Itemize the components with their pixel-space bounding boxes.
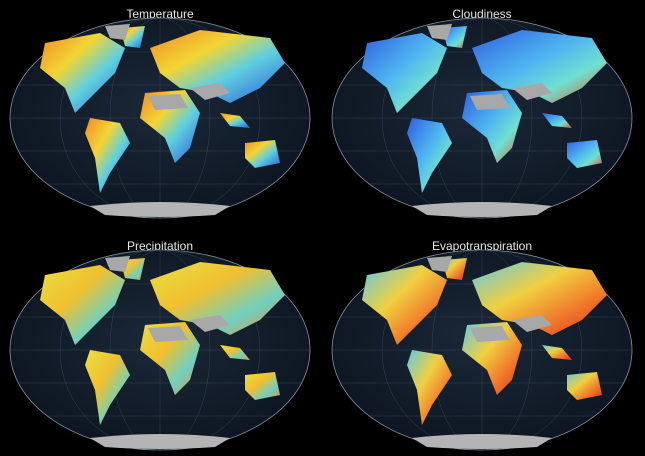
panel-title: Temperature bbox=[126, 7, 194, 21]
panel-title: Evapotranspiration bbox=[432, 239, 532, 253]
world-map bbox=[331, 17, 633, 219]
panel: Cloudiness bbox=[331, 7, 633, 219]
panel-title: Cloudiness bbox=[452, 7, 511, 21]
world-map bbox=[9, 17, 311, 219]
world-map bbox=[9, 249, 311, 451]
panel: Precipitation bbox=[9, 239, 311, 451]
panel: Evapotranspiration bbox=[331, 239, 633, 451]
panel-title: Precipitation bbox=[127, 239, 193, 253]
panel: Temperature bbox=[9, 7, 311, 219]
world-map bbox=[331, 249, 633, 451]
